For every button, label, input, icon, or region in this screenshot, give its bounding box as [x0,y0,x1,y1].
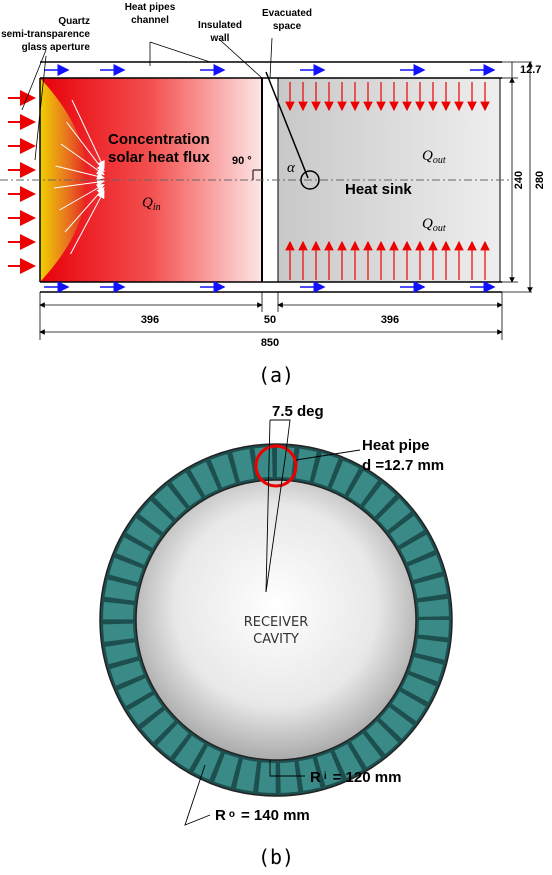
label: Evacuated [262,8,312,19]
highlight-circle [254,444,298,488]
label: 90 ° [232,155,252,167]
dimension: 396 [381,314,399,326]
figure-b: 7.5 deg Heat pipe d =12.7 mm RECEIVER CA… [99,403,453,869]
heat-pipe-cells [103,447,449,793]
caption: (a) [258,363,294,387]
dimension-lines [39,61,533,340]
label: space [273,21,302,32]
diameter-label: d =12.7 mm [362,457,444,474]
label: Heat sink [345,181,412,198]
caption: (b) [258,845,294,869]
arrow [60,143,105,176]
cavity-label: CAVITY [253,632,299,647]
alpha-circle [300,170,320,190]
dimension: 50 [264,314,276,326]
leaders [21,37,273,161]
pointer [265,71,309,179]
arrow [55,165,105,181]
label: channel [131,15,169,26]
label: Concentration [108,131,210,148]
arrow [71,99,105,169]
q-out: Qout [422,216,446,234]
arrow [53,178,105,189]
q-out: Qout [422,148,446,166]
dimension: 280 [534,171,546,189]
receiver-cavity [135,479,417,761]
figure-a: Quartz semi-transparence glass aperture … [0,2,546,387]
labels: Quartz semi-transparence glass aperture … [1,2,546,349]
label: Heat pipes [125,2,176,13]
label: Quartz [58,16,90,27]
heat-pipe-label: Heat pipe [362,437,430,454]
dimension: 240 [513,171,525,189]
label: glass aperture [22,42,91,53]
cavity-label: RECEIVER [244,615,309,630]
label: semi-transparence [1,29,90,40]
label: Insulated [198,20,242,31]
angle-label: 7.5 deg [272,403,324,420]
dimension: 396 [141,314,159,326]
q-in: Qin [142,195,161,213]
flux-arrows [8,64,496,293]
arrow [66,121,105,173]
label: wall [210,33,230,44]
aperture [40,78,88,282]
label: solar heat flux [108,149,210,166]
leaders [184,419,361,826]
dimension: 850 [261,337,279,349]
dimension: 12.7 [520,64,541,76]
arrow [70,190,105,255]
label: α [287,160,296,176]
